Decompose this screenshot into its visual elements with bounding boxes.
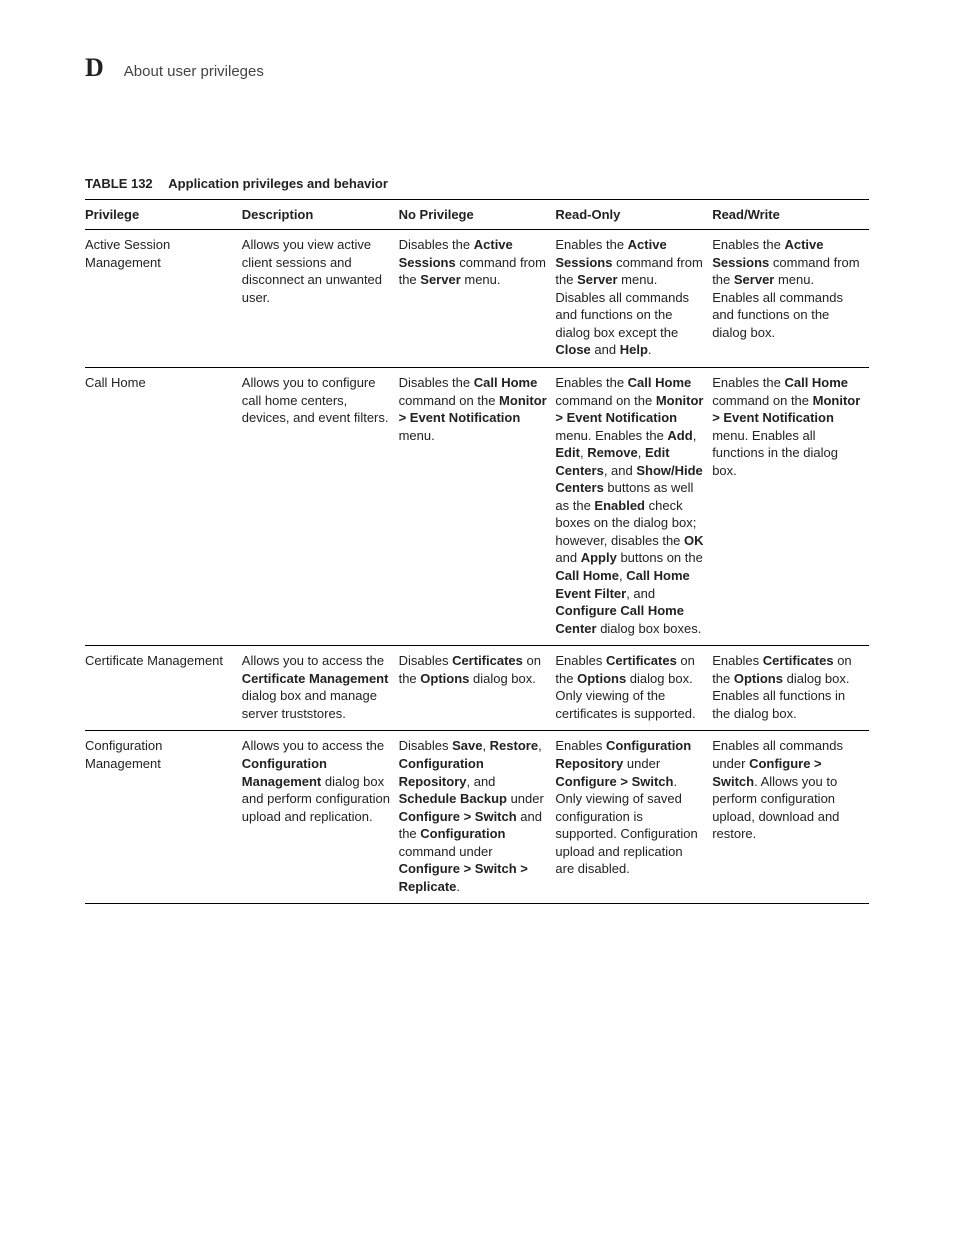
table-header-row: PrivilegeDescriptionNo PrivilegeRead-Onl…	[85, 199, 869, 230]
privileges-table: PrivilegeDescriptionNo PrivilegeRead-Onl…	[85, 199, 869, 905]
table-cell: Disables Save, Restore, Configuration Re…	[399, 731, 556, 904]
table-cell: Allows you to access the Certificate Man…	[242, 646, 399, 731]
table-row: Certificate ManagementAllows you to acce…	[85, 646, 869, 731]
column-header: Privilege	[85, 199, 242, 230]
table-cell: Enables the Active Sessions command from…	[555, 230, 712, 368]
table-cell: Active Session Management	[85, 230, 242, 368]
table-cell: Disables the Active Sessions command fro…	[399, 230, 556, 368]
table-cell: Enables Certificates on the Options dial…	[712, 646, 869, 731]
table-row: Call HomeAllows you to configure call ho…	[85, 368, 869, 646]
table-cell: Enables the Call Home command on the Mon…	[555, 368, 712, 646]
column-header: Read-Only	[555, 199, 712, 230]
table-cell: Enables Configuration Repository under C…	[555, 731, 712, 904]
page-header: D About user privileges	[85, 50, 869, 85]
table-label: TABLE 132	[85, 176, 153, 191]
table-row: Active Session ManagementAllows you view…	[85, 230, 869, 368]
table-caption: TABLE 132 Application privileges and beh…	[85, 175, 869, 193]
table-cell: Enables the Call Home command on the Mon…	[712, 368, 869, 646]
table-title: Application privileges and behavior	[168, 176, 388, 191]
column-header: Read/Write	[712, 199, 869, 230]
table-cell: Enables Certificates on the Options dial…	[555, 646, 712, 731]
table-cell: Configuration Management	[85, 731, 242, 904]
table-cell: Enables all commands under Configure > S…	[712, 731, 869, 904]
table-cell: Disables Certificates on the Options dia…	[399, 646, 556, 731]
page-title: About user privileges	[124, 62, 264, 82]
table-cell: Allows you to access the Configuration M…	[242, 731, 399, 904]
appendix-letter: D	[85, 50, 104, 85]
table-cell: Call Home	[85, 368, 242, 646]
column-header: No Privilege	[399, 199, 556, 230]
table-cell: Enables the Active Sessions command from…	[712, 230, 869, 368]
column-header: Description	[242, 199, 399, 230]
table-cell: Allows you to configure call home center…	[242, 368, 399, 646]
table-cell: Disables the Call Home command on the Mo…	[399, 368, 556, 646]
table-cell: Certificate Management	[85, 646, 242, 731]
table-cell: Allows you view active client sessions a…	[242, 230, 399, 368]
table-row: Configuration ManagementAllows you to ac…	[85, 731, 869, 904]
